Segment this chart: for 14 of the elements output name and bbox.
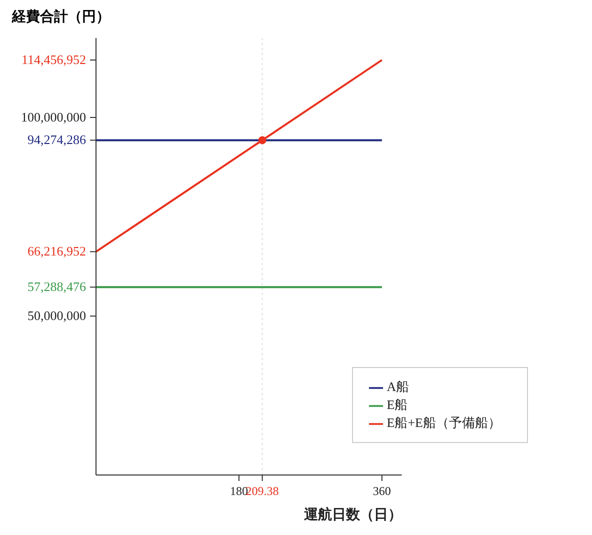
legend-label: E船: [386, 397, 408, 412]
legend-label: A船: [386, 379, 410, 394]
y-tick-label: 114,456,952: [21, 52, 86, 68]
y-tick-label: 94,274,286: [28, 132, 86, 148]
x-tick-label: 180: [230, 484, 248, 498]
legend-label: E船+E船（予備船）: [386, 415, 501, 430]
y-tick-label: 66,216,952: [28, 244, 86, 259]
x-tick-label: 209.38: [246, 484, 279, 498]
x-axis-title: 運航日数（日）: [302, 506, 402, 523]
y-tick-label: 50,000,000: [28, 308, 86, 324]
x-tick-label: 360: [372, 484, 391, 498]
y-axis-title: 経費合計（円）: [12, 8, 110, 26]
y-tick-label: 57,288,476: [28, 279, 86, 294]
y-tick-label: 100,000,000: [21, 109, 86, 124]
